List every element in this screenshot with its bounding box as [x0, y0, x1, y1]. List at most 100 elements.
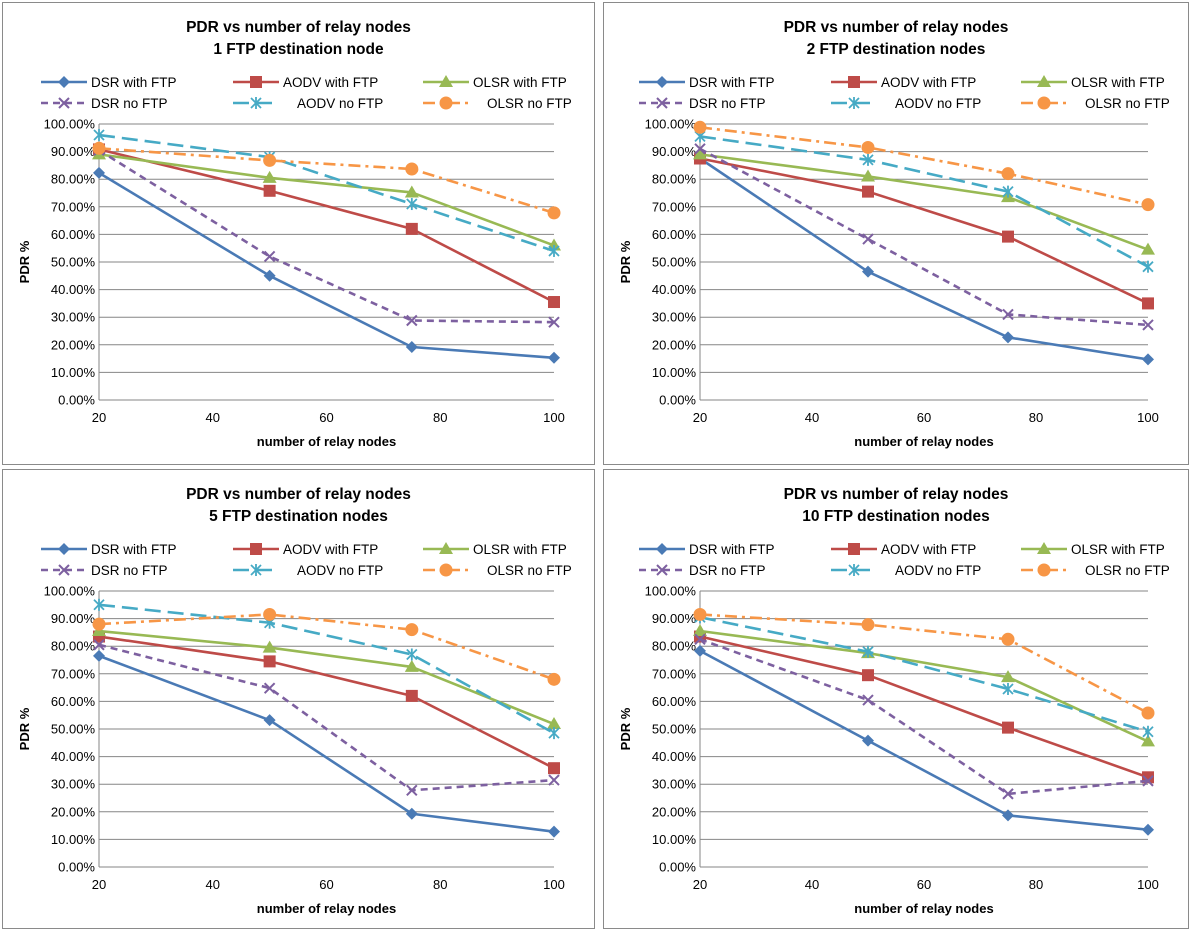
data-point — [862, 645, 874, 658]
data-point — [262, 170, 277, 183]
legend-label: OLSR no FTP — [487, 96, 572, 111]
data-point — [1002, 788, 1014, 800]
data-point — [1001, 167, 1015, 181]
y-axis-label: PDR % — [618, 707, 633, 750]
y-tick-label: 70.00% — [652, 199, 697, 214]
data-point — [548, 774, 560, 786]
legend-item-aodv-with-ftp: AODV with FTP — [831, 75, 976, 90]
legend-item-dsr-with-ftp: DSR with FTP — [639, 542, 775, 557]
series-dsr-with-ftp — [694, 644, 1154, 836]
series-olsr-no-ftp — [693, 120, 1155, 212]
x-tick-label: 20 — [92, 877, 106, 892]
legend-item-olsr-no-ftp: OLSR no FTP — [1021, 563, 1170, 578]
data-point — [1142, 823, 1154, 836]
y-tick-label: 60.00% — [652, 694, 697, 709]
legend-item-aodv-no-ftp: AODV no FTP — [233, 563, 383, 578]
legend-item-aodv-no-ftp: AODV no FTP — [831, 563, 981, 578]
series-aodv-with-ftp — [694, 630, 1154, 784]
series-line — [699, 635, 1149, 779]
data-point — [406, 648, 418, 661]
legend-marker-square-icon — [250, 76, 262, 88]
data-point — [405, 807, 418, 820]
legend-item-dsr-no-ftp: DSR no FTP — [639, 96, 766, 111]
legend-item-aodv-with-ftp: AODV with FTP — [233, 542, 378, 557]
legend-marker-x-icon — [58, 564, 70, 576]
data-point — [548, 727, 560, 740]
series-aodv-with-ftp — [694, 152, 1154, 310]
series-line — [699, 153, 1149, 251]
series-aodv-with-ftp — [93, 143, 560, 309]
x-tick-label: 40 — [206, 410, 220, 425]
legend-label: AODV with FTP — [283, 542, 378, 557]
data-point — [93, 649, 105, 662]
legend-marker-diamond-icon — [58, 543, 70, 555]
legend-item-aodv-with-ftp: AODV with FTP — [233, 75, 378, 90]
legend-marker-x-icon — [58, 97, 70, 109]
legend-item-aodv-with-ftp: AODV with FTP — [831, 542, 976, 557]
legend-item-olsr-with-ftp: OLSR with FTP — [1021, 75, 1165, 90]
legend-label: OLSR no FTP — [487, 563, 572, 578]
y-tick-label: 10.00% — [51, 365, 96, 380]
series-dsr-no-ftp — [694, 143, 1154, 331]
chart-panel-1-ftp-destination: PDR vs number of relay nodes 1 FTP destin… — [2, 2, 595, 465]
chart-title: PDR vs number of relay nodes — [186, 19, 411, 36]
series-line — [699, 638, 1149, 796]
series-line — [98, 149, 555, 324]
series-line — [699, 157, 1149, 305]
data-point — [694, 633, 706, 646]
legend-label: AODV with FTP — [283, 75, 378, 90]
series-line — [98, 171, 555, 360]
y-tick-label: 10.00% — [652, 832, 697, 847]
data-point — [405, 162, 419, 176]
data-point — [1142, 260, 1154, 273]
legend-item-dsr-no-ftp: DSR no FTP — [639, 563, 766, 578]
series-line — [699, 157, 1149, 361]
y-tick-label: 100.00% — [44, 584, 96, 599]
y-axis-label: PDR % — [618, 240, 633, 283]
data-point — [1002, 721, 1014, 734]
legend-marker-triangle-icon — [1037, 75, 1051, 87]
y-axis-label: PDR % — [17, 240, 32, 283]
data-point — [405, 623, 419, 637]
y-tick-label: 10.00% — [51, 832, 96, 847]
y-tick-label: 90.00% — [51, 611, 96, 626]
data-point — [404, 659, 419, 672]
series-olsr-no-ftp — [92, 607, 561, 686]
y-tick-label: 30.00% — [51, 777, 96, 792]
y-tick-label: 20.00% — [51, 804, 96, 819]
chart-title: PDR vs number of relay nodes — [186, 486, 411, 503]
y-tick-label: 40.00% — [652, 749, 697, 764]
legend-label: OLSR no FTP — [1085, 563, 1170, 578]
data-point — [862, 694, 874, 706]
data-point — [93, 166, 105, 179]
y-tick-label: 80.00% — [652, 172, 697, 187]
legend-marker-triangle-icon — [1037, 542, 1051, 554]
series-line — [699, 615, 1149, 734]
data-point — [263, 269, 276, 282]
y-tick-label: 60.00% — [652, 227, 697, 242]
data-point — [547, 206, 561, 220]
x-tick-label: 100 — [1137, 410, 1159, 425]
x-axis-label: number of relay nodes — [854, 434, 993, 449]
legend-item-aodv-no-ftp: AODV no FTP — [233, 96, 383, 111]
y-tick-label: 100.00% — [44, 117, 96, 132]
x-tick-label: 60 — [319, 877, 333, 892]
y-tick-label: 40.00% — [51, 282, 96, 297]
data-point — [1002, 308, 1014, 321]
legend-label: OLSR with FTP — [473, 542, 567, 557]
data-point — [1002, 682, 1014, 695]
legend-marker-circle-icon — [439, 96, 453, 110]
x-tick-label: 20 — [693, 877, 707, 892]
y-tick-label: 30.00% — [652, 310, 697, 325]
legend-item-olsr-no-ftp: OLSR no FTP — [1021, 96, 1170, 111]
x-tick-label: 100 — [543, 410, 565, 425]
series-olsr-no-ftp — [92, 141, 561, 220]
series-aodv-no-ftp — [694, 611, 1154, 738]
data-point — [548, 762, 560, 775]
x-tick-label: 60 — [917, 410, 931, 425]
series-line — [98, 148, 555, 304]
series-line — [699, 126, 1149, 206]
data-point — [263, 682, 276, 694]
legend-label: OLSR with FTP — [1071, 542, 1165, 557]
data-point — [547, 672, 561, 686]
